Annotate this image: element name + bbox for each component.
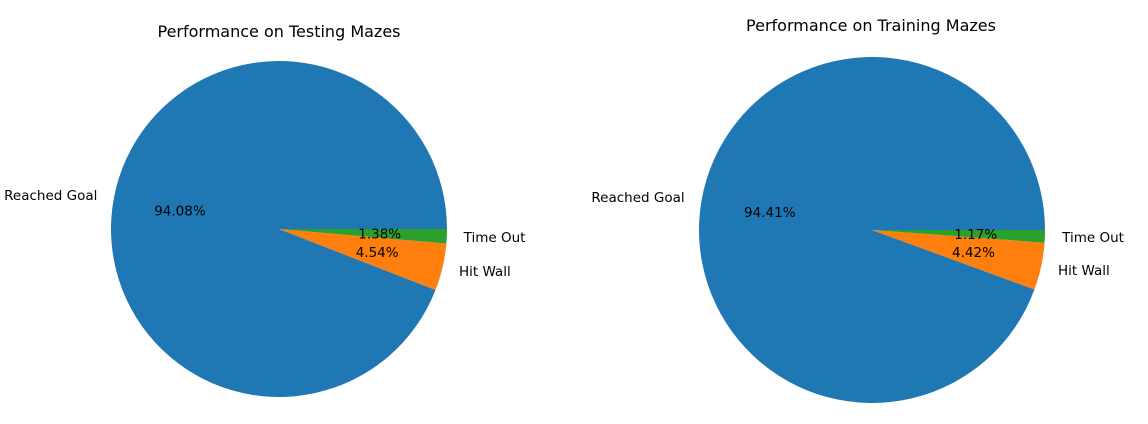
- pie-category-label: Hit Wall: [1058, 263, 1110, 279]
- pie-slice-time-out: [872, 230, 1045, 243]
- pie-category-label: Hit Wall: [459, 264, 511, 280]
- pie-category-label: Time Out: [463, 230, 526, 246]
- pie-percent-label: 94.41%: [744, 205, 796, 221]
- pie-percent-label: 4.54%: [356, 245, 399, 261]
- pie-percent-label: 94.08%: [154, 203, 206, 219]
- pie-percent-label: 4.42%: [952, 245, 995, 261]
- pie-chart-training: Performance on Training Mazes 94.41% Reac…: [591, 16, 1124, 403]
- chart-title: Performance on Training Mazes: [746, 16, 996, 35]
- pie-category-label: Reached Goal: [591, 190, 684, 206]
- pie-slice-time-out: [279, 229, 448, 244]
- pie-percent-label: 1.17%: [954, 227, 997, 243]
- pie-slice-reached-goal: [699, 56, 1045, 403]
- pie-category-label: Reached Goal: [4, 188, 97, 204]
- pie-slice-hit-wall: [872, 230, 1045, 290]
- chart-title: Performance on Testing Mazes: [157, 22, 400, 41]
- pie-category-label: Time Out: [1061, 230, 1124, 246]
- pie-chart-testing: Performance on Testing Mazes 94.08% Reach…: [4, 22, 526, 398]
- pie-percent-label: 1.38%: [358, 226, 401, 242]
- pie-slice-hit-wall: [279, 229, 447, 291]
